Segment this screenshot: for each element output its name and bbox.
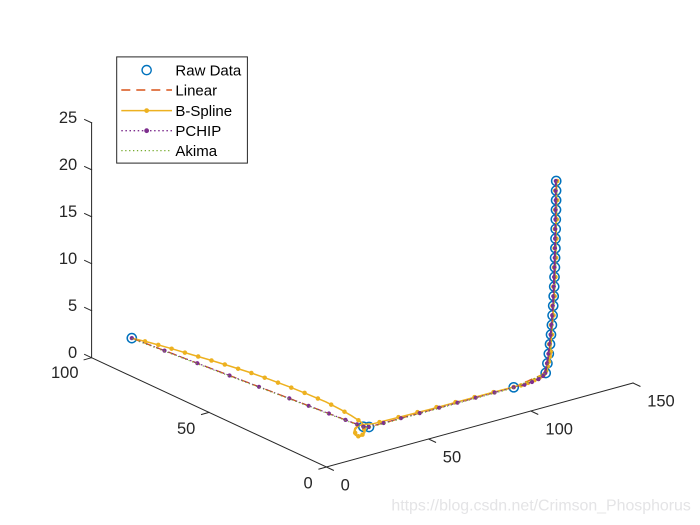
svg-text:50: 50 <box>177 420 195 438</box>
svg-text:https://blog.csdn.net/Crimson_: https://blog.csdn.net/Crimson_Phosphorus <box>391 498 690 515</box>
svg-text:15: 15 <box>59 203 77 221</box>
svg-text:20: 20 <box>59 156 77 174</box>
svg-text:10: 10 <box>59 250 77 268</box>
svg-text:B-Spline: B-Spline <box>175 103 232 120</box>
svg-text:150: 150 <box>647 393 675 411</box>
svg-text:100: 100 <box>51 364 79 382</box>
svg-text:25: 25 <box>59 109 77 127</box>
svg-text:5: 5 <box>68 297 77 315</box>
svg-text:Akima: Akima <box>175 143 217 160</box>
svg-text:Raw Data: Raw Data <box>175 62 242 79</box>
svg-text:0: 0 <box>304 474 313 492</box>
svg-text:100: 100 <box>545 421 573 439</box>
svg-text:50: 50 <box>443 449 461 467</box>
svg-text:0: 0 <box>68 344 77 362</box>
svg-text:Linear: Linear <box>175 82 217 99</box>
svg-text:PCHIP: PCHIP <box>175 123 221 140</box>
svg-text:0: 0 <box>341 477 350 495</box>
